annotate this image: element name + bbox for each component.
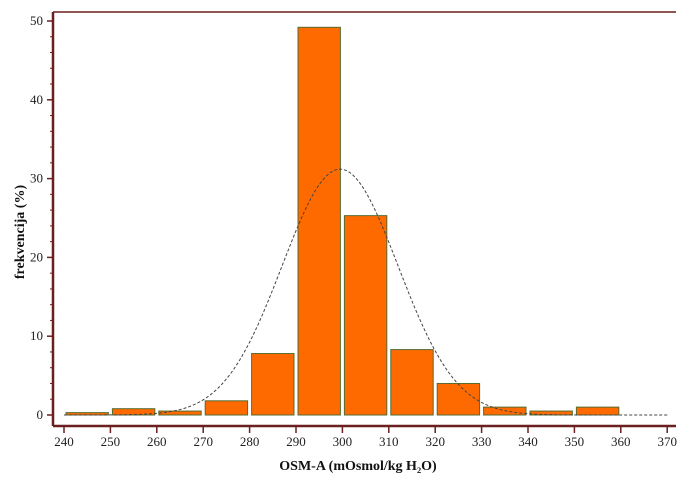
x-axis-title: OSM-A (mOsmol/kg H₂O): [279, 459, 437, 474]
x-tick-label: 290: [286, 434, 306, 449]
y-tick-label: 0: [37, 407, 44, 422]
histogram-bar-270-280: [204, 400, 249, 416]
y-tick-label: 30: [30, 171, 43, 186]
histogram-bar-290-300: [297, 26, 341, 416]
histogram-bar-240-250: [65, 412, 109, 416]
histogram-bar-260-270: [158, 410, 202, 416]
histogram-bar-280-290: [251, 353, 295, 416]
x-tick-label: 360: [611, 434, 631, 449]
x-tick-label: 240: [54, 434, 74, 449]
normal-distribution-curve: [64, 168, 668, 416]
x-tick-label: 320: [425, 434, 445, 449]
x-tick-label: 250: [101, 434, 121, 449]
x-tick-label: 260: [147, 434, 167, 449]
x-tick-label: 280: [240, 434, 260, 449]
histogram-bar-320-330: [436, 382, 481, 416]
x-tick-label: 270: [193, 434, 213, 449]
y-tick-label: 50: [30, 13, 43, 28]
bars-group: [65, 26, 620, 416]
x-tick-label: 350: [565, 434, 585, 449]
histogram-bar-310-320: [390, 349, 434, 416]
x-tick-label: 370: [657, 434, 677, 449]
x-tick-label: 300: [333, 434, 353, 449]
x-tick-label: 310: [379, 434, 399, 449]
y-tick-label: 20: [30, 249, 43, 264]
histogram-bar-350-360: [575, 406, 620, 416]
histogram-bar-250-260: [111, 408, 156, 416]
x-tick-label: 330: [472, 434, 492, 449]
y-tick-label: 10: [30, 328, 43, 343]
histogram-bar-300-310: [343, 215, 388, 416]
y-axis-title: frekvencija (%): [13, 185, 28, 280]
x-tick-label: 340: [518, 434, 538, 449]
y-tick-label: 40: [30, 92, 43, 107]
ticks-group: 0 10 20 30 40 50 240 250 260 270 280 290 300 310 320 33…: [30, 13, 677, 449]
